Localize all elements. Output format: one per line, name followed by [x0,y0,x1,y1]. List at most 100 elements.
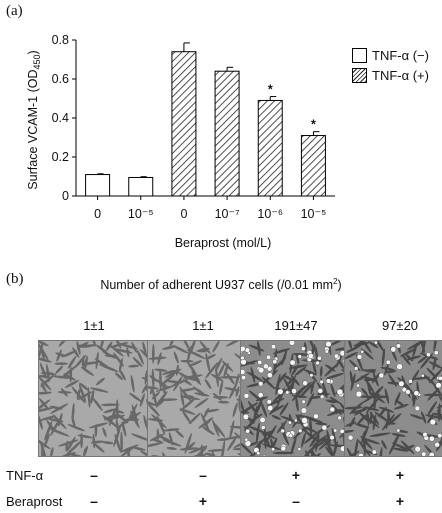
endothelial-cell [156,428,160,441]
endothelial-cell [205,362,219,379]
endothelial-cell [229,382,238,400]
endothelial-cell [109,344,124,357]
adherent-u937-cell [280,428,285,434]
adherent-u937-cell [243,393,250,399]
adherent-u937-cell [317,388,324,394]
adherent-u937-cell [426,352,431,358]
endothelial-cell [159,373,176,387]
endothelial-cell [271,415,282,420]
adherent-u937-cell [293,418,298,423]
endothelial-cell [362,437,380,445]
endothelial-cell [170,378,189,387]
adherent-u937-cell [297,447,302,451]
endothelial-cell [180,395,201,400]
adherent-u937-cell [271,344,276,350]
endothelial-cell [389,413,402,424]
endothelial-cell [301,432,306,448]
adherent-u937-cell [420,373,425,378]
adherent-u937-cell [288,433,293,438]
endothelial-cell [361,387,369,396]
endothelial-cell [428,361,442,369]
adherent-u937-cell [241,375,247,381]
endothelial-cell [130,374,135,393]
endothelial-cell [80,366,94,376]
adherent-u937-cell [378,372,385,379]
adherent-u937-cell [333,353,339,359]
endothelial-cell [141,376,149,385]
adherent-u937-cell [244,437,249,442]
endothelial-cell [218,376,240,379]
endothelial-cell [155,385,174,392]
endothelial-cell [120,431,123,453]
endothelial-cell [262,431,271,448]
endothelial-cell [394,391,401,406]
endothelial-cell [224,387,240,392]
endothelial-cell [427,413,434,424]
adherent-u937-cell [438,376,442,381]
endothelial-cell [117,343,139,350]
endothelial-cell [44,420,53,441]
endothelial-cell [76,388,81,400]
endothelial-cell [345,351,358,360]
endothelial-cell [350,373,356,392]
adherent-u937-cell [434,441,440,448]
cell-count-2: 1±1 [192,318,214,333]
endothelial-cell [422,373,435,385]
endothelial-cell [281,429,290,446]
adherent-u937-cell [300,407,308,414]
endothelial-cell [204,379,212,390]
endothelial-cell [363,406,380,412]
endothelial-cell [265,425,277,443]
endothelial-cell [156,392,167,405]
significance-marker: * [311,118,316,132]
endothelial-cell [148,403,160,417]
endothelial-cell [159,398,178,401]
endothelial-cell [174,429,184,438]
endothelial-cell [120,445,136,456]
adherent-u937-cell [258,367,265,374]
adherent-u937-cell [408,379,413,384]
endothelial-cell [296,353,300,365]
endothelial-cell [330,383,336,397]
endothelial-cell [366,410,370,426]
endothelial-cell [179,447,199,451]
endothelial-cell [354,438,359,456]
endothelial-cell [187,345,192,363]
endothelial-cell [378,446,383,456]
endothelial-cell [306,392,315,408]
endothelial-cell [56,349,62,362]
endothelial-cell [391,433,406,437]
endothelial-cell [90,440,104,444]
endothelial-cell [329,396,340,404]
endothelial-cell [212,341,220,353]
endothelial-cell [310,380,315,395]
endothelial-cell [179,341,191,352]
endothelial-cell [325,399,337,404]
endothelial-cell [226,372,235,385]
endothelial-cell [246,371,264,382]
endothelial-cell [257,429,277,440]
adherent-u937-cell [289,341,296,346]
endothelial-cell [186,360,198,376]
adherent-u937-cell [260,425,266,430]
y-tick-label: 0.4 [52,111,69,125]
adherent-u937-cell [435,382,442,389]
endothelial-cell [116,417,132,429]
adherent-u937-cell [256,451,261,456]
endothelial-cell [100,341,105,350]
endothelial-cell [247,400,259,417]
endothelial-cell [91,341,96,347]
endothelial-cell [316,439,327,447]
row-label-beraprost: Beraprost [6,494,63,509]
adherent-u937-cell [329,435,335,441]
adherent-u937-cell [414,445,421,453]
adherent-u937-cell [319,394,325,399]
endothelial-cell [79,382,89,391]
endothelial-cell [369,432,391,437]
endothelial-cell [260,401,268,418]
x-tick-label: 10⁻⁶ [257,207,283,221]
endothelial-cell [381,414,395,431]
endothelial-cell [381,348,386,367]
tnf-sign-3: + [291,467,301,483]
bar [300,135,326,197]
